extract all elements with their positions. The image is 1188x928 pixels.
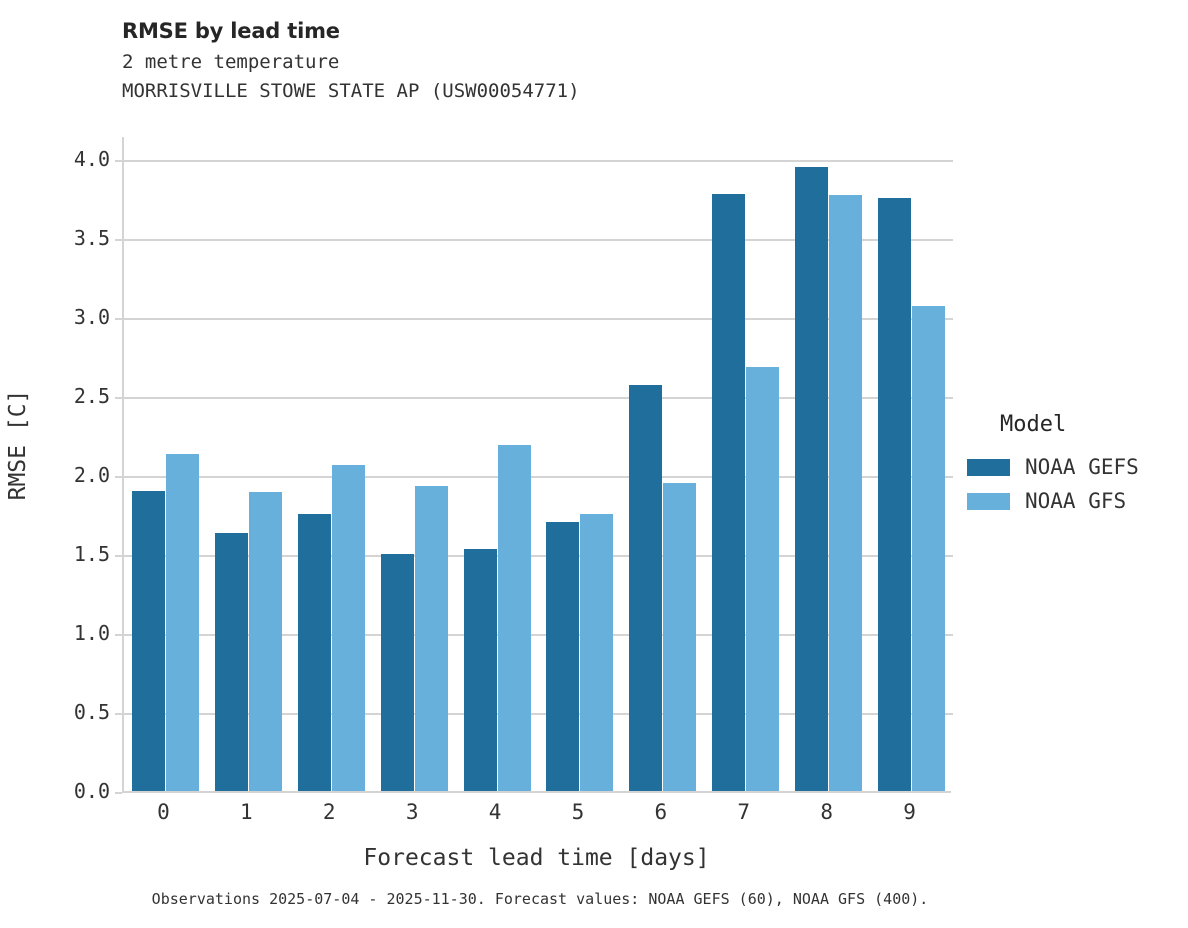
- x-axis-tick-label: 6: [654, 800, 668, 824]
- y-axis-tick-label: 2.5: [73, 383, 110, 408]
- chart-station-name: MORRISVILLE STOWE STATE AP (USW00054771): [122, 80, 580, 102]
- bar: [165, 454, 199, 791]
- bar: [331, 465, 365, 791]
- gridline: [124, 712, 953, 715]
- legend-item-label: NOAA GEFS: [1025, 455, 1139, 479]
- gridline: [124, 238, 953, 241]
- bar: [829, 195, 863, 791]
- bar: [248, 492, 282, 791]
- y-axis-tick: [115, 159, 122, 162]
- y-axis-tick: [115, 475, 122, 478]
- y-axis-tick: [115, 396, 122, 399]
- legend-item-noaa-gefs[interactable]: NOAA GEFS: [967, 450, 1182, 484]
- x-axis-title: Forecast lead time [days]: [363, 845, 710, 871]
- y-axis-tick-label: 1.0: [73, 620, 110, 645]
- bar: [746, 367, 780, 791]
- bar: [663, 482, 697, 791]
- bar: [380, 553, 414, 791]
- bar: [131, 490, 165, 791]
- gridline: [124, 159, 953, 162]
- y-axis-tick-labels: 0.0 0.5 1.0 1.5 2.0 2.5 3.0 3.5 4.0: [40, 137, 110, 803]
- chart-caption: Observations 2025-07-04 - 2025-11-30. Fo…: [151, 890, 929, 908]
- bar: [214, 533, 248, 791]
- y-axis-tick-label: 2.0: [73, 462, 110, 487]
- bar: [463, 549, 497, 791]
- y-axis-tick: [115, 317, 122, 320]
- gridline: [124, 633, 953, 636]
- bar: [580, 514, 614, 791]
- y-axis-tick: [115, 633, 122, 636]
- y-axis-tick: [115, 554, 122, 557]
- y-axis-tick-label: 0.5: [73, 699, 110, 724]
- plot-area: [115, 137, 953, 794]
- x-axis-tick-label: 1: [240, 800, 253, 824]
- bar: [878, 198, 912, 791]
- y-axis-tick-label: 4.0: [73, 146, 110, 171]
- y-axis-tick-label: 1.5: [73, 541, 110, 566]
- bar: [795, 166, 829, 791]
- x-axis-tick-labels: 0 1 2 3 4 5 6 7 8 9: [122, 800, 951, 834]
- legend: Model NOAA GEFS NOAA GFS: [967, 412, 1182, 518]
- chart-subtitle: 2 metre temperature: [122, 51, 340, 73]
- gridline: [124, 396, 953, 399]
- x-axis-tick-label: 0: [157, 800, 170, 824]
- gridline: [124, 475, 953, 478]
- y-axis-tick-label: 3.0: [73, 304, 110, 329]
- y-axis-tick-label: 3.5: [73, 225, 110, 250]
- x-axis-tick-label: 5: [571, 800, 585, 824]
- y-axis-title: RMSE [C]: [5, 389, 31, 501]
- bar: [546, 522, 580, 791]
- bar: [414, 485, 448, 791]
- x-axis-tick-label: 9: [903, 800, 916, 824]
- bar: [712, 193, 746, 791]
- y-axis-tick: [115, 238, 122, 241]
- x-axis-tick-label: 7: [737, 800, 751, 824]
- y-axis-tick-label: 0.0: [73, 779, 110, 803]
- bar: [297, 514, 331, 791]
- legend-swatch-icon: [967, 492, 1010, 510]
- x-axis-tick-label: 3: [405, 800, 419, 824]
- legend-swatch-icon: [967, 458, 1010, 476]
- page-title: RMSE by lead time: [122, 19, 340, 43]
- bar: [497, 444, 531, 791]
- legend-item-noaa-gfs[interactable]: NOAA GFS: [967, 484, 1182, 518]
- y-axis-tick: [115, 712, 122, 715]
- legend-rows: NOAA GEFS NOAA GFS: [967, 450, 1182, 518]
- x-axis-tick-label: 8: [820, 800, 833, 824]
- y-axis-tick: [115, 792, 122, 794]
- legend-item-label: NOAA GFS: [1025, 489, 1127, 513]
- gridline: [124, 554, 953, 557]
- legend-title: Model: [1000, 412, 1067, 437]
- bar: [912, 305, 946, 791]
- title-block: RMSE by lead time 2 metre temperature MO…: [122, 18, 982, 106]
- x-axis-tick-label: 4: [488, 800, 502, 824]
- bar: [629, 384, 663, 791]
- x-axis-tick-label: 2: [322, 800, 336, 824]
- gridline: [124, 317, 953, 320]
